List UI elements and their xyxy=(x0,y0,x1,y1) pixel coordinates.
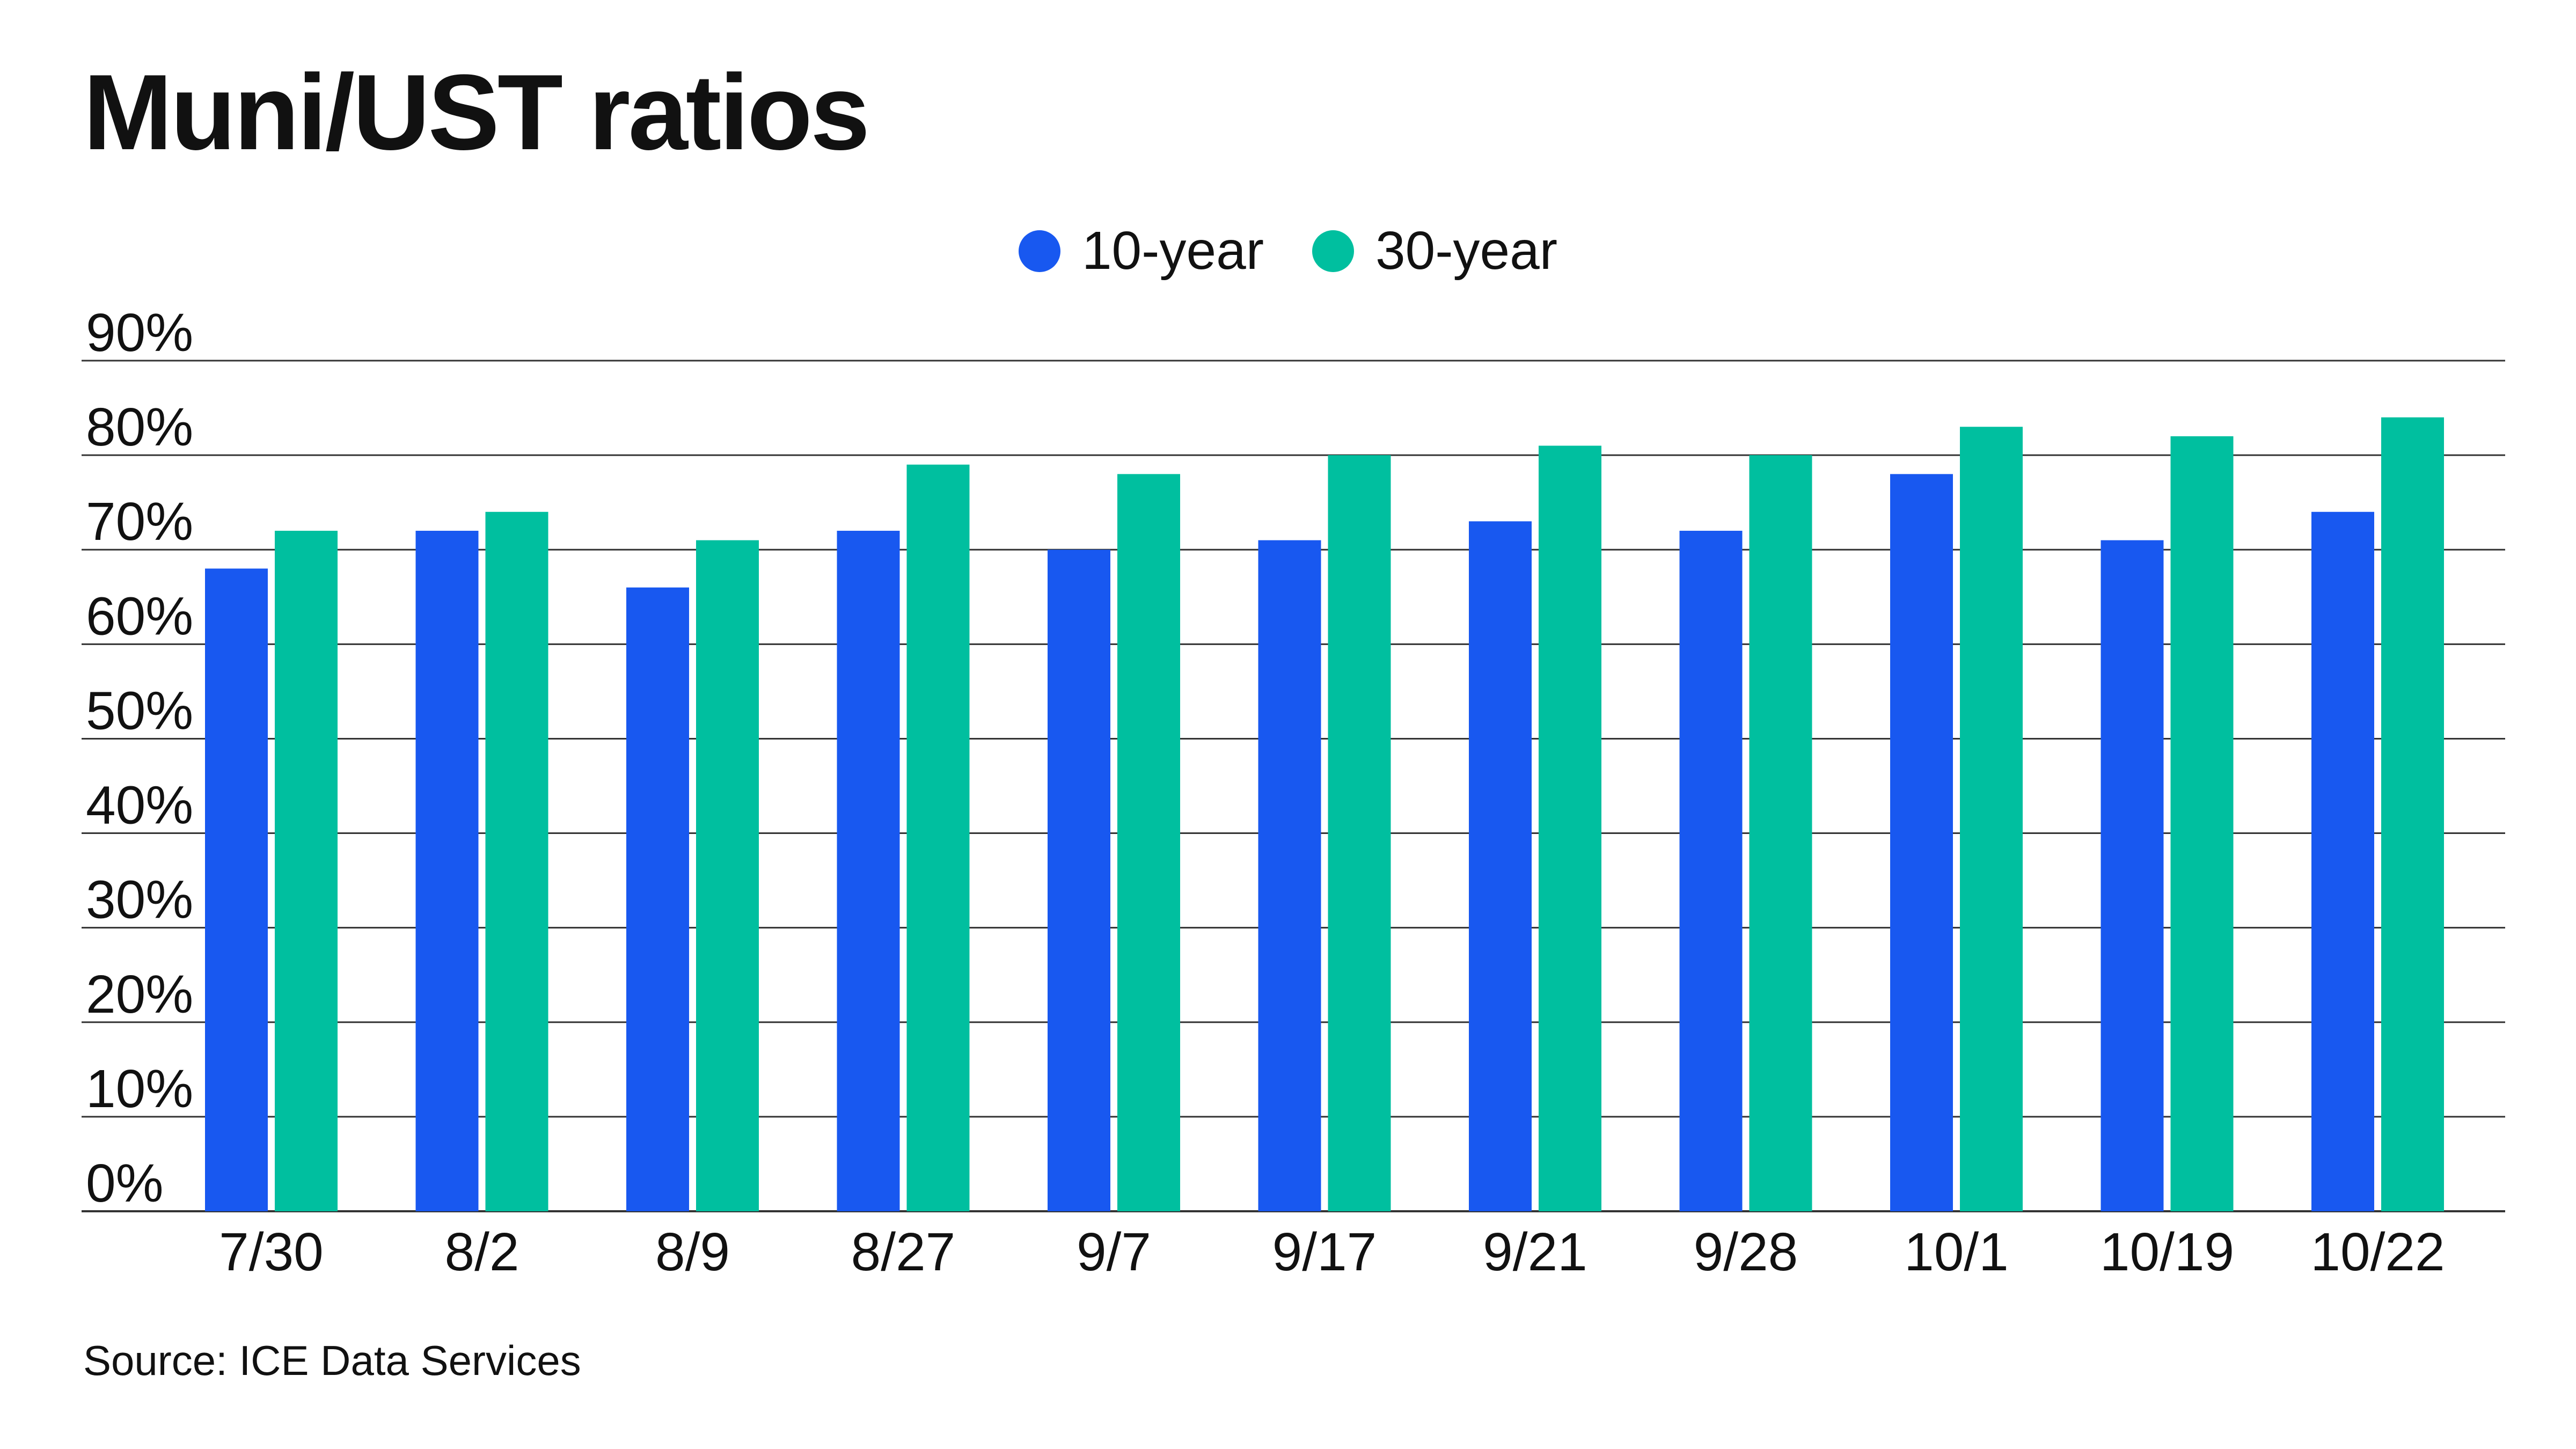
x-tick-label: 10/22 xyxy=(2310,1222,2445,1282)
bar-10-year xyxy=(1048,550,1110,1211)
bar-10-year xyxy=(1258,540,1321,1211)
x-tick-label: 7/30 xyxy=(219,1222,324,1282)
x-tick-label: 9/17 xyxy=(1272,1222,1377,1282)
x-tick-label: 8/27 xyxy=(851,1222,956,1282)
bar-10-year xyxy=(1469,521,1532,1211)
y-tick-label: 50% xyxy=(86,680,193,741)
x-tick-label: 9/21 xyxy=(1483,1222,1587,1282)
x-tick-label: 9/28 xyxy=(1694,1222,1798,1282)
legend-label-30-year: 30-year xyxy=(1375,221,1558,281)
bar-30-year xyxy=(1328,455,1391,1211)
legend-item-30-year: 30-year xyxy=(1312,220,1557,282)
legend-label-10-year: 10-year xyxy=(1081,221,1264,281)
bar-10-year xyxy=(837,531,900,1211)
bar-30-year xyxy=(2170,436,2234,1211)
bar-10-year xyxy=(626,587,689,1211)
bar-10-year xyxy=(415,531,479,1211)
legend-swatch-30-year xyxy=(1312,230,1354,272)
bar-30-year xyxy=(2381,417,2444,1211)
source-note: Source: ICE Data Services xyxy=(83,1337,581,1384)
y-tick-label: 90% xyxy=(86,303,193,363)
y-tick-label: 80% xyxy=(86,397,193,457)
x-tick-label: 10/19 xyxy=(2100,1222,2234,1282)
bar-10-year xyxy=(2101,540,2164,1211)
bar-30-year xyxy=(1117,474,1180,1212)
x-tick-label: 8/2 xyxy=(444,1222,519,1282)
legend-item-10-year: 10-year xyxy=(1018,220,1264,282)
x-tick-label: 10/1 xyxy=(1904,1222,2009,1282)
y-tick-label: 70% xyxy=(86,492,193,552)
y-tick-label: 60% xyxy=(86,586,193,646)
y-tick-label: 0% xyxy=(86,1153,164,1213)
bar-10-year xyxy=(2311,511,2374,1211)
y-tick-label: 20% xyxy=(86,964,193,1024)
bar-30-year xyxy=(275,531,338,1211)
y-tick-label: 10% xyxy=(86,1059,193,1119)
bar-30-year xyxy=(485,511,548,1211)
bar-30-year xyxy=(1749,455,1812,1211)
y-tick-label: 40% xyxy=(86,775,193,836)
bar-30-year xyxy=(1960,427,2023,1211)
chart-title: Muni/UST ratios xyxy=(83,53,870,172)
chart-legend: 10-year 30-year xyxy=(0,220,2576,282)
bar-10-year xyxy=(1679,531,1743,1211)
bar-10-year xyxy=(205,568,268,1211)
y-tick-label: 30% xyxy=(86,870,193,930)
x-tick-label: 9/7 xyxy=(1077,1222,1151,1282)
bar-30-year xyxy=(906,464,970,1212)
bar-30-year xyxy=(696,540,759,1211)
x-tick-label: 8/9 xyxy=(655,1222,730,1282)
bar-30-year xyxy=(1539,445,1601,1211)
bar-10-year xyxy=(1890,474,1953,1212)
legend-swatch-10-year xyxy=(1018,230,1060,272)
